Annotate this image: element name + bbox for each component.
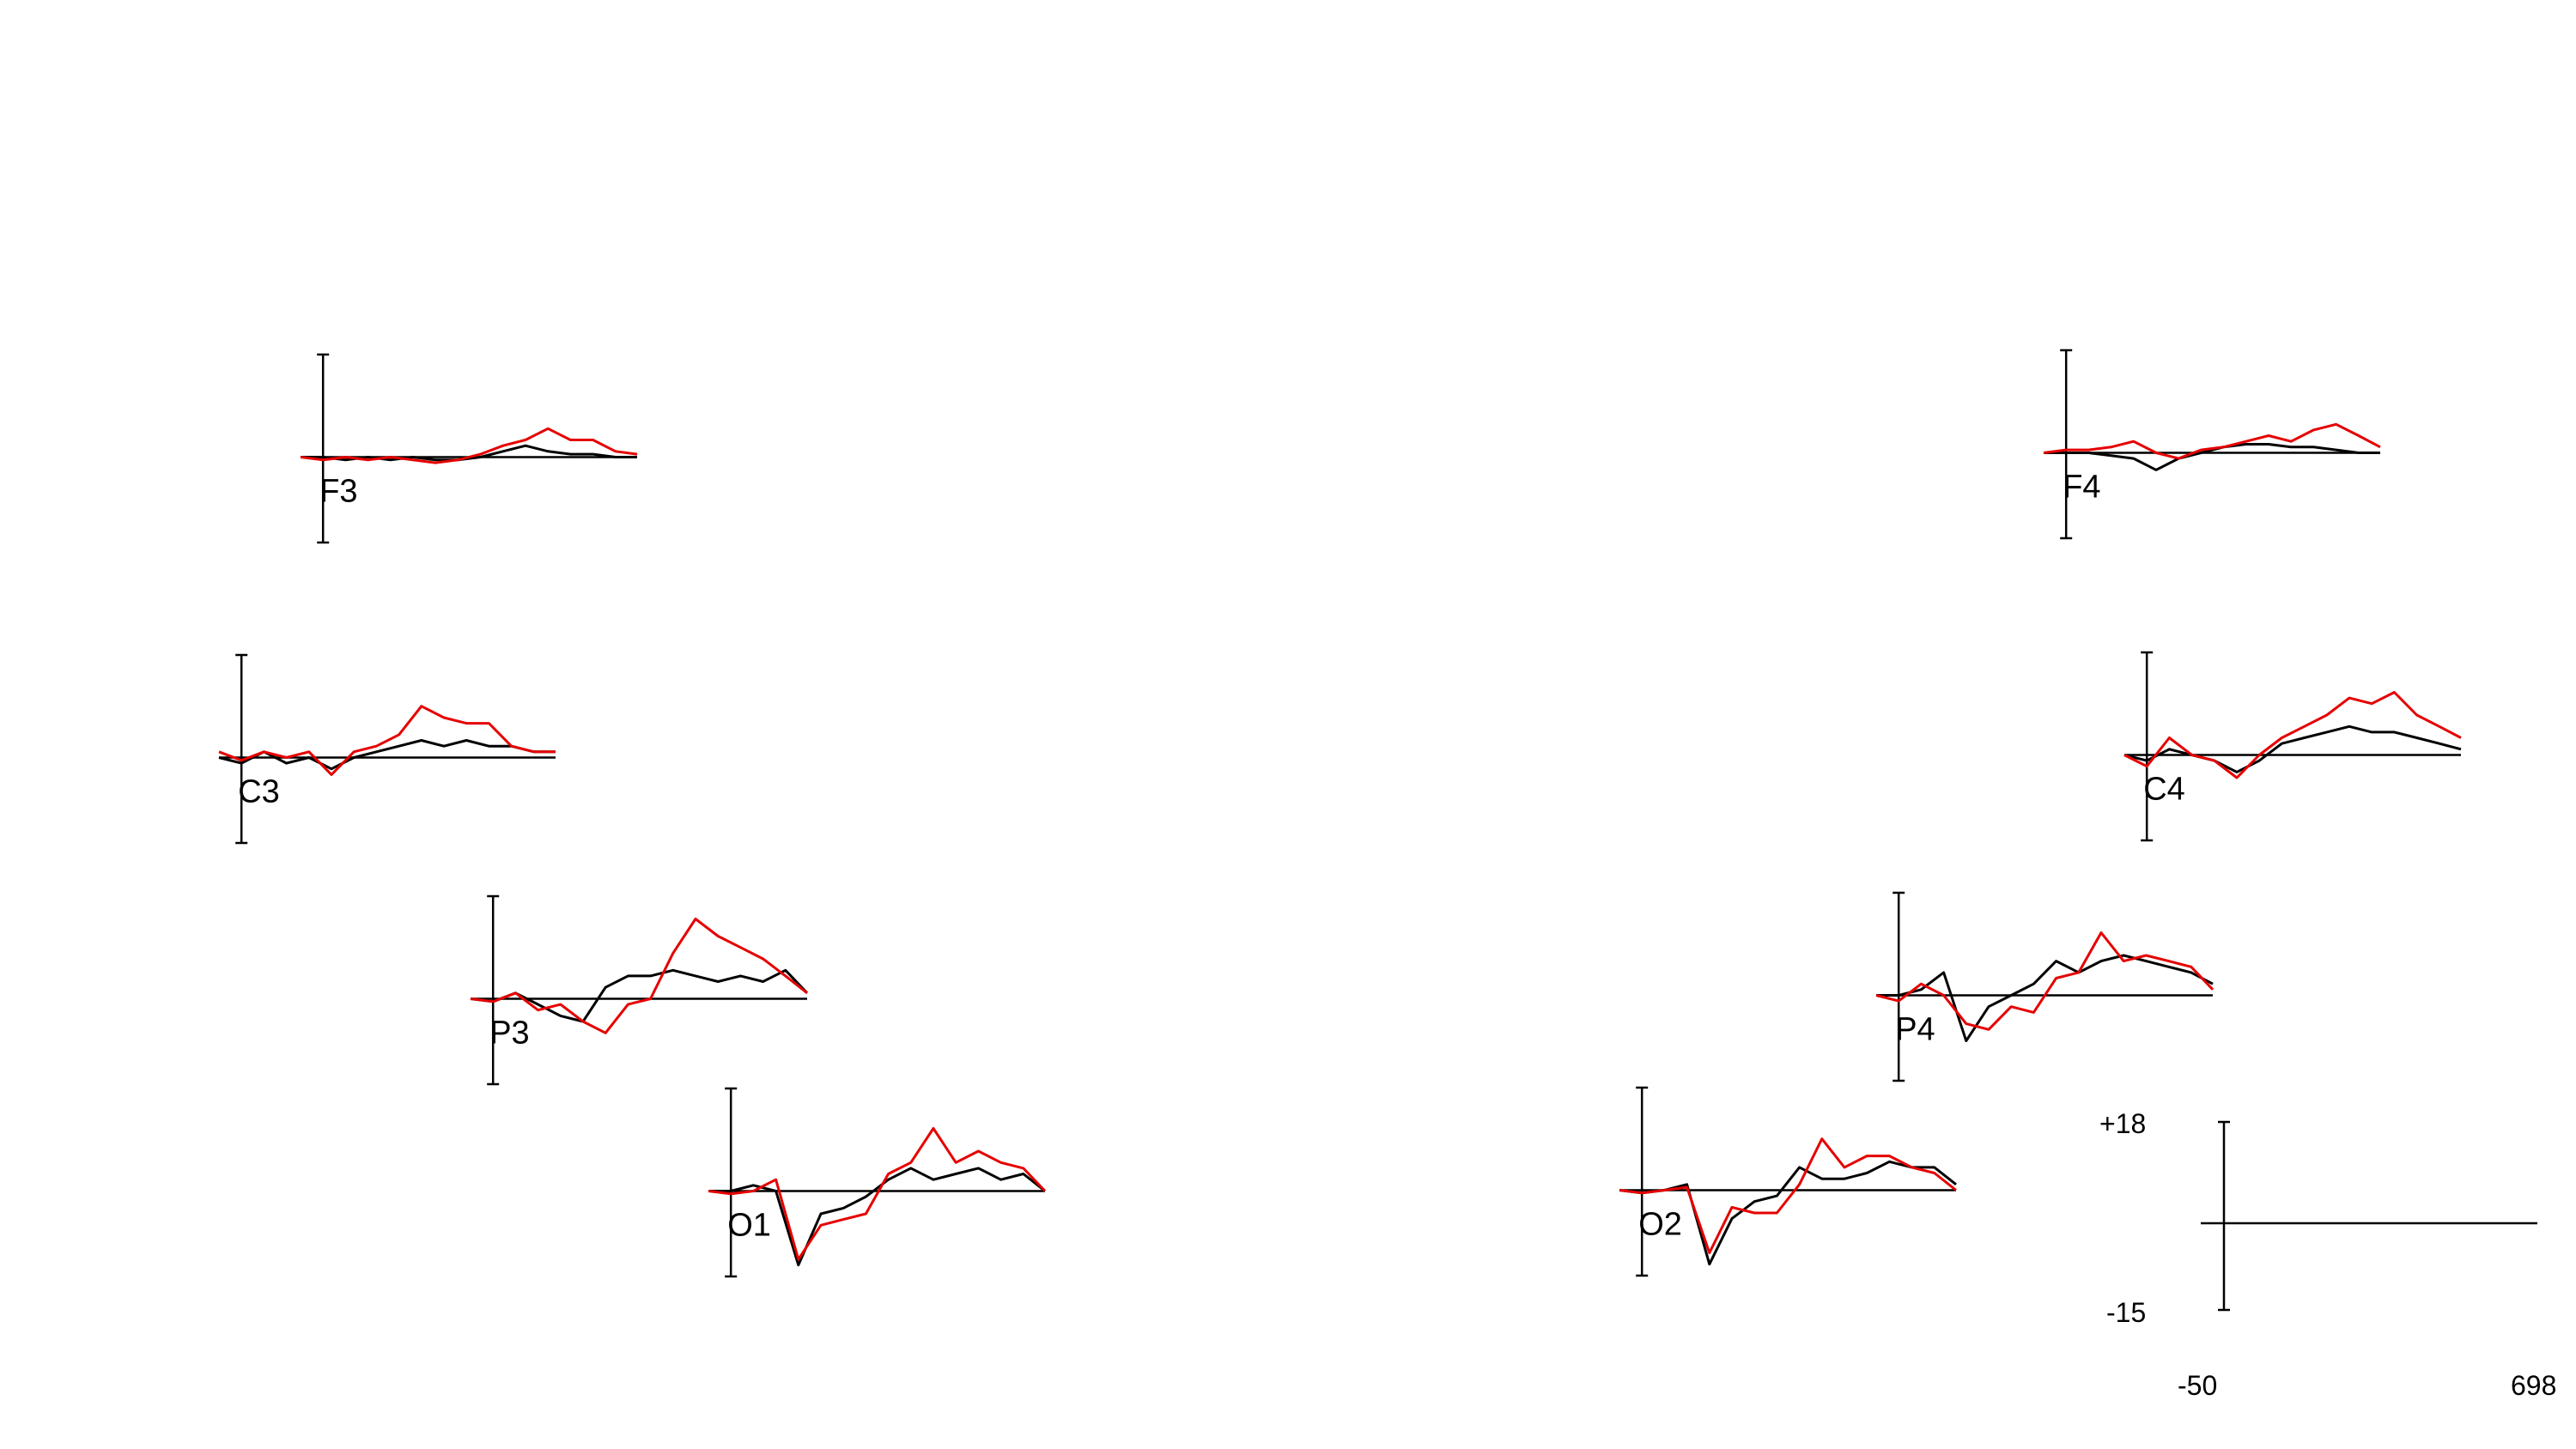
black-series-line xyxy=(218,739,556,771)
channel-label: C4 xyxy=(2143,771,2185,807)
panel-axes xyxy=(2124,651,2461,842)
panel-p4: P4 xyxy=(1875,891,2215,1082)
scale-x-min-label: -50 xyxy=(2178,1370,2217,1401)
red-series-line xyxy=(1875,931,2215,1031)
scale-y-max-label: +18 xyxy=(2099,1108,2146,1139)
panel-traces xyxy=(1875,931,2215,1042)
panel-c4: C4 xyxy=(2123,651,2462,842)
red-series-line xyxy=(2123,691,2462,779)
panel-traces xyxy=(708,1127,1047,1267)
panel-axes xyxy=(2044,349,2380,540)
panel-o2: O2 xyxy=(1619,1086,1957,1277)
panel-c3: C3 xyxy=(218,653,556,845)
black-series-line xyxy=(708,1167,1046,1267)
panel-axes xyxy=(301,353,637,544)
scale-legend: +18 -15 -50 698 xyxy=(2099,1108,2556,1401)
channel-label: F4 xyxy=(2063,469,2100,505)
black-series-line xyxy=(470,968,809,1023)
panel-traces xyxy=(2123,691,2462,779)
panel-axes xyxy=(471,894,807,1086)
red-series-line xyxy=(1619,1137,1957,1254)
channel-label: C3 xyxy=(238,773,280,809)
channel-label: F3 xyxy=(319,473,357,509)
red-series-line xyxy=(300,427,638,464)
panel-traces xyxy=(2043,422,2381,471)
scale-x-max-label: 698 xyxy=(2511,1370,2556,1401)
panel-traces xyxy=(300,427,638,464)
panel-p3: P3 xyxy=(470,894,809,1086)
channel-label: O1 xyxy=(727,1207,771,1243)
panel-traces xyxy=(1619,1137,1957,1266)
panel-f4: F4 xyxy=(2043,349,2381,540)
panel-traces xyxy=(470,918,809,1034)
black-series-line xyxy=(1619,1160,1957,1266)
black-series-line xyxy=(1876,954,2214,1042)
black-series-line xyxy=(2123,724,2462,773)
channel-label: P3 xyxy=(489,1015,529,1051)
channel-label: P4 xyxy=(1895,1011,1935,1047)
black-series-line xyxy=(2044,443,2380,471)
red-series-line xyxy=(470,918,808,1034)
panel-axes xyxy=(1619,1086,1956,1277)
panel-f3: F3 xyxy=(300,353,638,544)
panel-o1: O1 xyxy=(708,1087,1047,1278)
red-series-line xyxy=(2043,422,2381,460)
red-series-line xyxy=(218,705,556,776)
scale-y-min-label: -15 xyxy=(2106,1297,2146,1328)
panel-traces xyxy=(218,705,556,776)
red-series-line xyxy=(708,1127,1047,1261)
channel-label: O2 xyxy=(1638,1206,1682,1242)
panel-axes xyxy=(708,1087,1045,1278)
